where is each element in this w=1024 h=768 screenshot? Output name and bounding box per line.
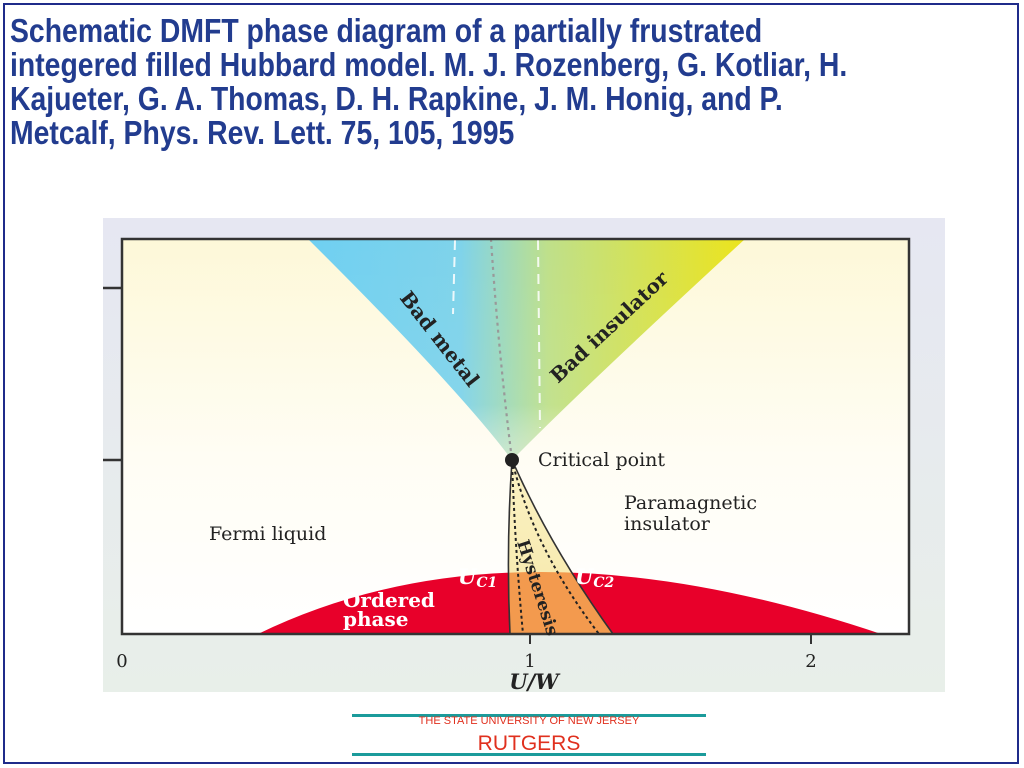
critical-point-marker (505, 453, 519, 467)
x-axis-label: U/W (509, 669, 561, 692)
uc1-label: UC1 (458, 564, 497, 591)
uc2-main: U (575, 564, 595, 589)
x-tick-label-0: 0 (116, 651, 127, 672)
uc1-line (507, 459, 513, 635)
phase-diagram-svg: Bad metal Bad insulator Critical point P… (103, 237, 911, 692)
crossover-fade (308, 239, 745, 460)
uc1-main: U (458, 564, 478, 589)
rutgers-footer-logo: THE STATE UNIVERSITY OF NEW JERSEY RUTGE… (352, 712, 706, 758)
hysteresis-left-dashed (511, 459, 524, 635)
paramagnetic-insulator-label-line2: insulator (624, 513, 711, 535)
x-tick-label-2: 2 (805, 651, 816, 672)
uc2-line (511, 459, 614, 635)
footer-tagline: THE STATE UNIVERSITY OF NEW JERSEY (418, 715, 640, 727)
phase-diagram-figure: Bad metal Bad insulator Critical point P… (103, 218, 945, 692)
hysteresis-inner-dashed (511, 459, 600, 635)
footer-top-bar (352, 714, 706, 717)
hysteresis-ordered-overlap (508, 572, 613, 634)
crossover-dash-right (537, 239, 541, 429)
ordered-phase-label-line2: phase (343, 607, 408, 631)
uc2-subscript: C2 (593, 575, 614, 591)
uc1-subscript: C1 (476, 575, 497, 591)
x-tick-label-1: 1 (524, 651, 535, 672)
footer-wordmark: RUTGERS (477, 732, 581, 755)
paramagnetic-insulator-label-line1: Paramagnetic (624, 492, 757, 514)
ordered-phase-label-line1: Ordered (343, 588, 435, 612)
critical-point-label: Critical point (538, 449, 665, 471)
crossover-dash-left (452, 239, 456, 315)
footer-bottom-bar (352, 753, 706, 756)
slide-frame (3, 3, 1019, 764)
plot-frame (120, 237, 911, 636)
uc2-label: UC2 (575, 564, 614, 591)
fermi-liquid-label: Fermi liquid (209, 523, 326, 545)
slide-title: Schematic DMFT phase diagram of a partia… (10, 12, 848, 151)
